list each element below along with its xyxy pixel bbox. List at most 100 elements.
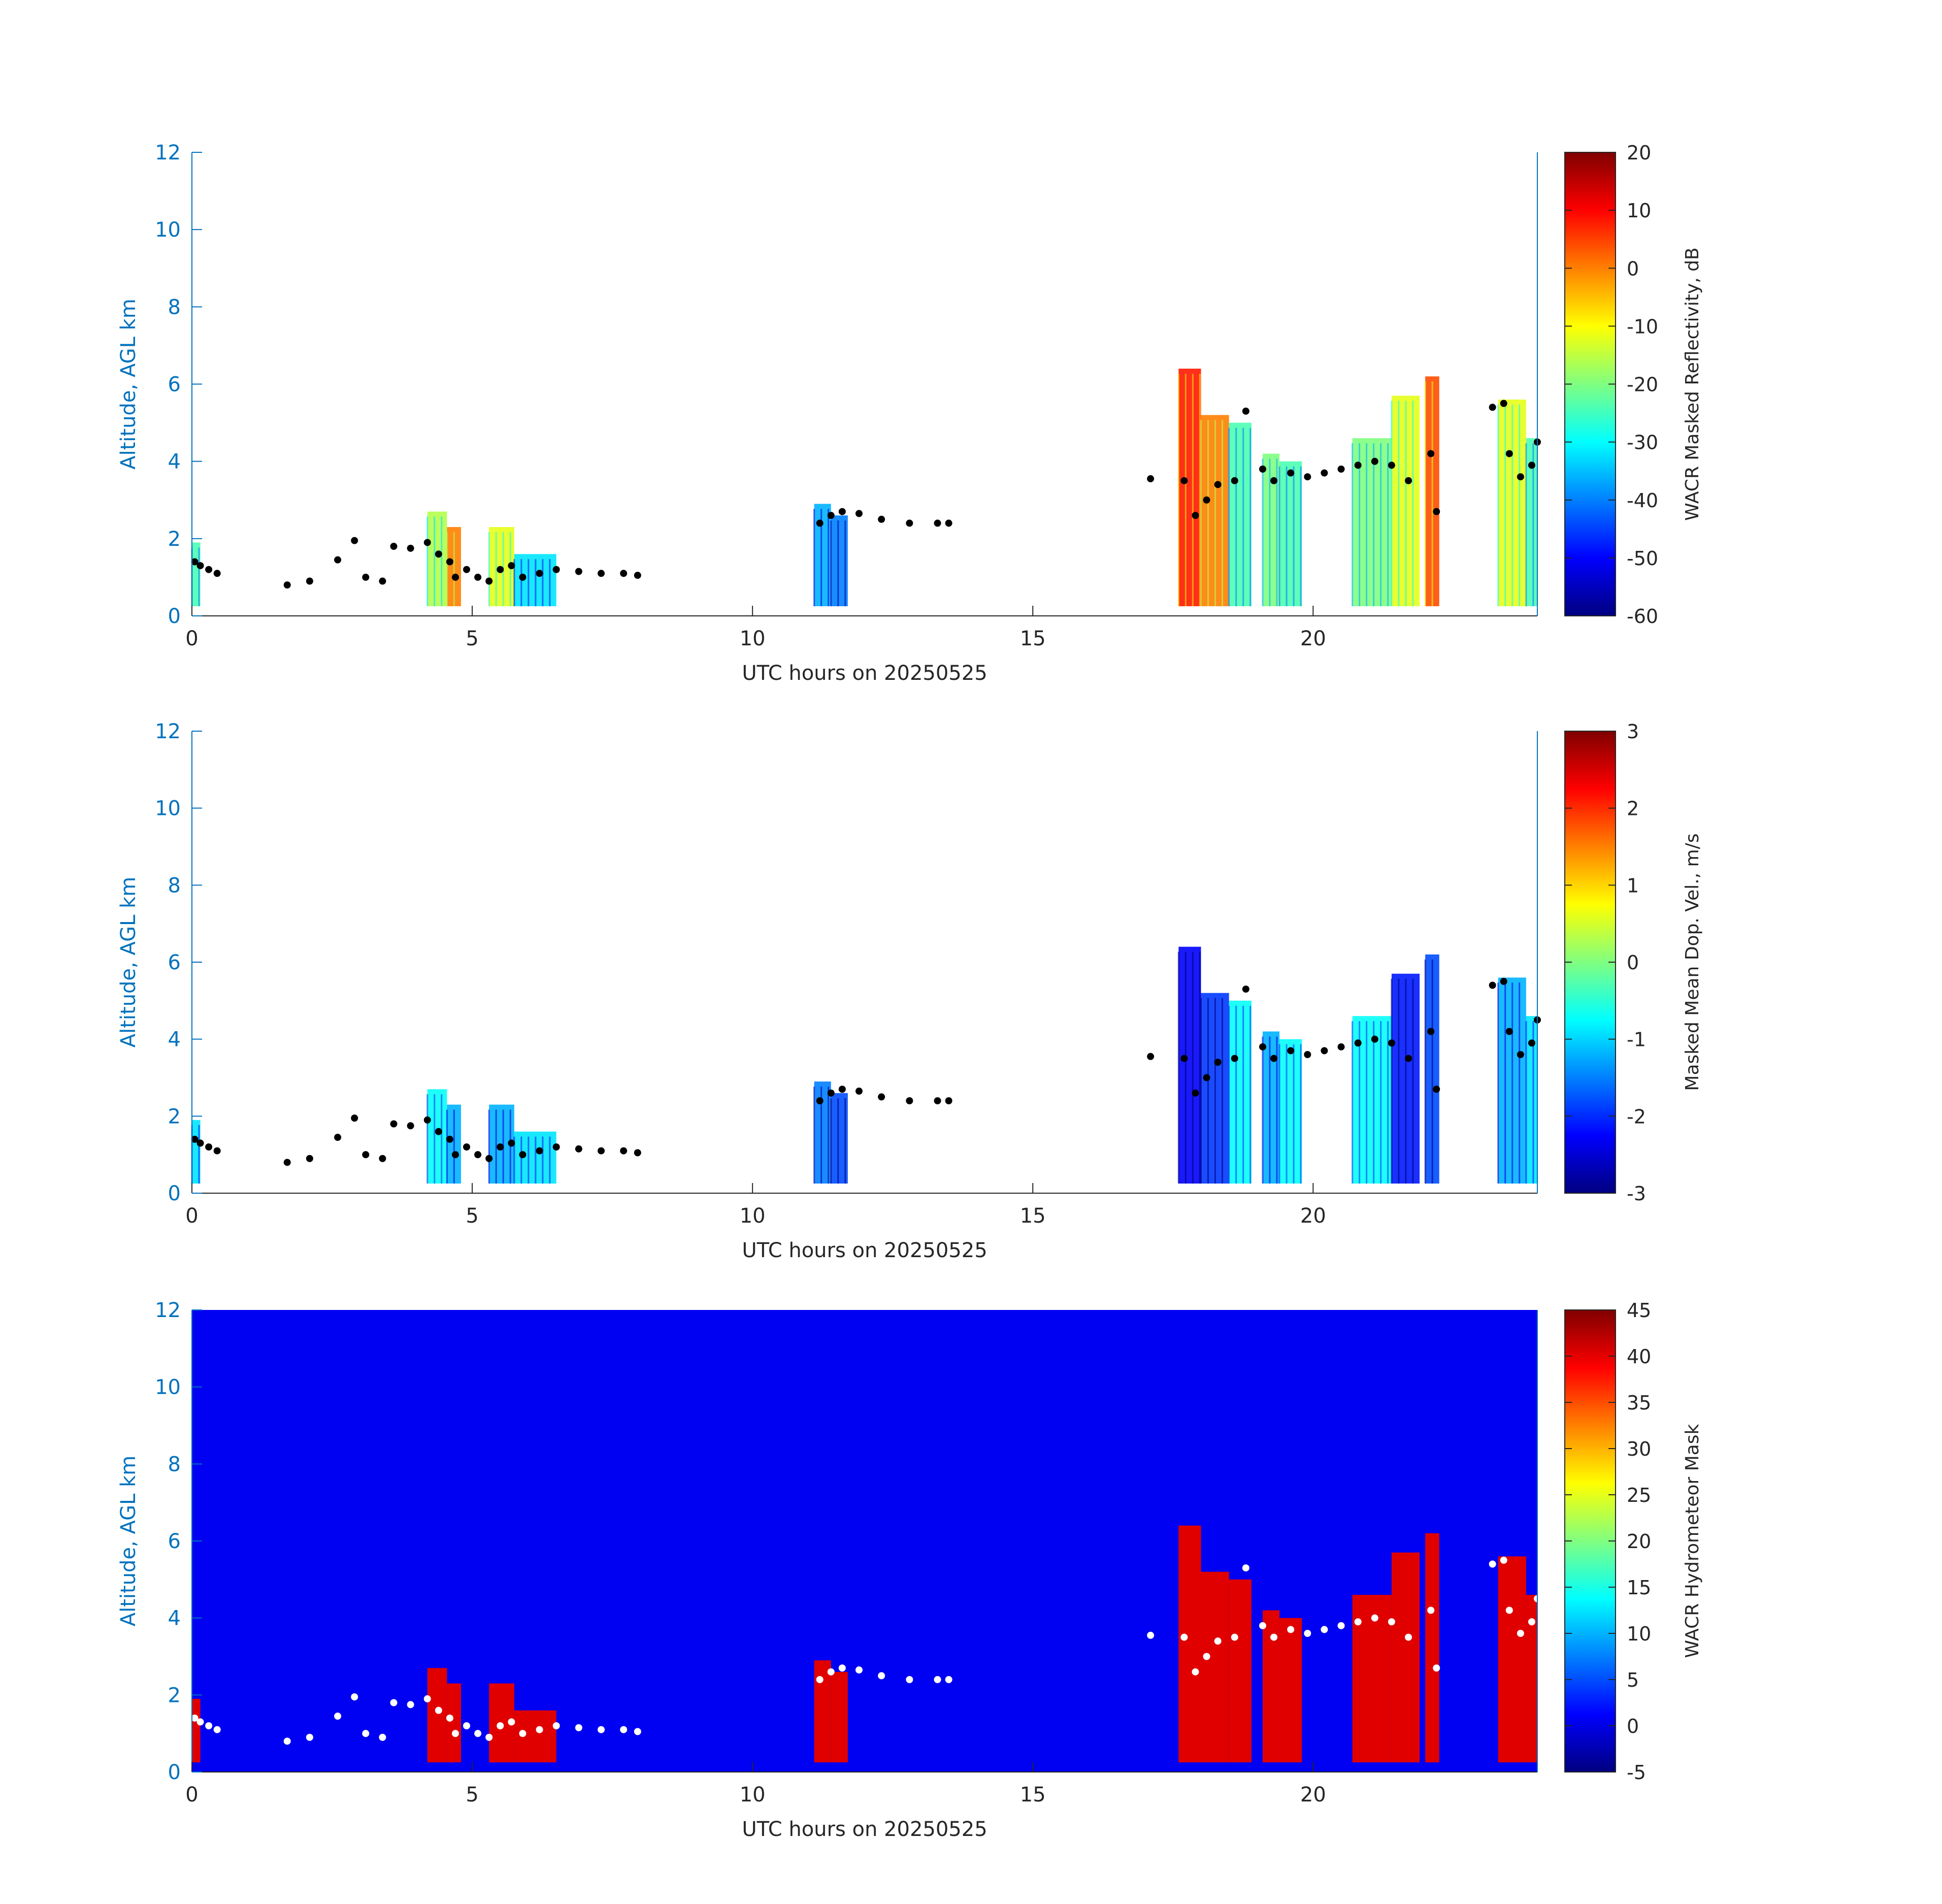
colorbar-tick-label: 1 — [1627, 874, 1639, 897]
colorbar-tick-label: 30 — [1627, 1438, 1651, 1460]
echo-column — [1279, 461, 1302, 606]
cloud-base-point — [407, 1701, 414, 1709]
cloud-base-point — [508, 562, 515, 570]
plot-area — [192, 152, 1537, 616]
cloud-base-point — [463, 1722, 471, 1729]
colorbar-tick-label: 10 — [1627, 1623, 1651, 1645]
cloud-base-point — [1337, 1043, 1345, 1051]
cloud-base-point — [306, 1155, 313, 1162]
colorbar-tick-label: 25 — [1627, 1484, 1651, 1506]
cloud-base-point — [205, 1722, 213, 1729]
y-tick-label: 0 — [168, 605, 181, 628]
cloud-base-point — [827, 512, 835, 519]
cloud-base-point — [1304, 1630, 1311, 1637]
cloud-base-point — [379, 1733, 386, 1741]
cloud-base-point — [1147, 475, 1155, 482]
x-axis-label: UTC hours on 20250525 — [742, 662, 987, 685]
cloud-base-point — [435, 550, 442, 558]
cloud-base-point — [519, 573, 526, 581]
cloud-base-point — [598, 1147, 605, 1155]
cloud-base-point — [878, 1093, 885, 1101]
cloud-base-point — [1371, 1035, 1378, 1043]
cloud-base-point — [1287, 1047, 1295, 1055]
colorbar-tick-label: 2 — [1627, 798, 1639, 820]
cloud-base-point — [1489, 1560, 1496, 1568]
echo-column — [192, 1698, 201, 1763]
y-axis-label: Altitude, AGL km — [117, 877, 140, 1048]
cloud-base-point — [634, 1149, 641, 1157]
cloud-base-point — [945, 1097, 952, 1104]
y-tick-label: 12 — [155, 141, 181, 165]
cloud-base-point — [423, 1695, 431, 1702]
echo-column — [1498, 1556, 1526, 1763]
cloud-base-point — [536, 570, 543, 577]
x-tick-label: 20 — [1300, 1783, 1326, 1807]
echo-column — [1279, 1618, 1302, 1763]
cloud-base-point — [435, 1706, 442, 1714]
x-tick-label: 15 — [1020, 627, 1046, 650]
cloud-base-point — [552, 1722, 560, 1729]
cloud-base-point — [1500, 400, 1507, 407]
cloud-base-point — [1500, 1556, 1507, 1564]
colorbar-tick-label: -60 — [1627, 605, 1658, 628]
colorbar-tick-label: -50 — [1627, 547, 1658, 570]
cloud-base-point — [1214, 1637, 1222, 1645]
echo-column — [1201, 1571, 1229, 1763]
cloud-base-point — [575, 1145, 582, 1153]
plot-area — [192, 1310, 1537, 1772]
cloud-base-point — [1231, 1633, 1238, 1641]
cloud-base-point — [390, 543, 398, 550]
cloud-base-point — [1304, 473, 1311, 481]
cloud-base-point — [191, 558, 199, 566]
y-tick-label: 4 — [168, 1028, 181, 1052]
y-tick-label: 0 — [168, 1761, 181, 1784]
colorbar-tick-label: 0 — [1627, 1715, 1639, 1737]
cloud-base-point — [1192, 1668, 1199, 1676]
cloud-base-point — [451, 1730, 459, 1737]
echo-column — [1178, 946, 1201, 1184]
cloud-base-point — [435, 1128, 442, 1135]
cloud-base-point — [1214, 481, 1222, 488]
cloud-base-point — [205, 566, 213, 573]
colorbar — [1564, 152, 1616, 616]
colorbar — [1564, 731, 1616, 1194]
cloud-base-point — [334, 1713, 342, 1720]
cloud-base-point — [1242, 407, 1249, 415]
cloud-base-point — [474, 1151, 482, 1159]
colorbar-tick-label: -5 — [1627, 1761, 1646, 1784]
colorbar-tick-label: 5 — [1627, 1669, 1639, 1691]
cloud-base-point — [1505, 1028, 1513, 1035]
cloud-base-point — [1270, 477, 1278, 484]
cloud-base-point — [485, 577, 493, 585]
cloud-base-point — [1405, 1633, 1412, 1641]
cloud-base-point — [390, 1120, 398, 1128]
cloud-base-point — [463, 1143, 471, 1151]
cloud-base-point — [906, 519, 913, 527]
cloud-base-point — [497, 566, 504, 573]
echo-column — [1526, 1016, 1537, 1184]
panel-top: 0 5 10 15 20 0 2 4 6 8 10 12 UTC hours on 20250525 Al… — [117, 141, 1703, 685]
y-tick-label: 4 — [168, 1607, 181, 1630]
cloud-base-point — [407, 544, 414, 552]
cloud-base-point — [1433, 508, 1440, 515]
colorbar-tick-label: 40 — [1627, 1345, 1651, 1368]
cloud-base-point — [1405, 1055, 1412, 1062]
cloud-base-point — [934, 1097, 941, 1104]
cloud-base-point — [474, 573, 482, 581]
x-tick-label: 5 — [466, 1204, 478, 1228]
cloud-base-point — [1354, 1039, 1362, 1047]
cloud-base-point — [620, 1147, 628, 1155]
y-tick-label: 0 — [168, 1182, 181, 1205]
x-tick-label: 10 — [740, 1783, 766, 1807]
cloud-base-point — [213, 1726, 221, 1733]
echo-column — [1178, 1525, 1201, 1763]
cloud-base-point — [1287, 469, 1295, 477]
cloud-base-point — [1203, 1653, 1210, 1660]
cloud-base-point — [1231, 477, 1238, 484]
cloud-base-point — [283, 1159, 291, 1166]
cloud-base-point — [351, 1693, 358, 1701]
colorbar-tick-label: 0 — [1627, 951, 1639, 974]
cloud-base-point — [196, 562, 204, 570]
colorbar-tick-label: -30 — [1627, 432, 1658, 454]
cloud-base-point — [213, 570, 221, 577]
